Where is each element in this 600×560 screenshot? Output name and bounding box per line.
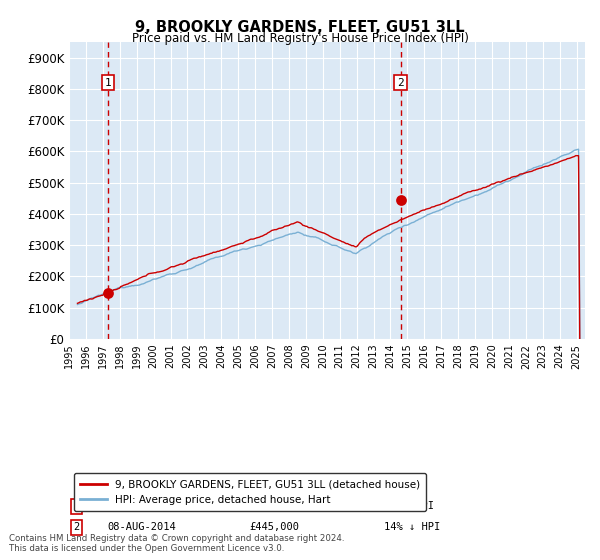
Text: 1: 1: [74, 502, 80, 511]
Text: 15-APR-1997: 15-APR-1997: [108, 502, 176, 511]
Text: 2: 2: [397, 78, 404, 87]
Text: Price paid vs. HM Land Registry's House Price Index (HPI): Price paid vs. HM Land Registry's House …: [131, 32, 469, 45]
Text: £147,500: £147,500: [250, 502, 299, 511]
Text: £445,000: £445,000: [250, 522, 299, 532]
Text: 3% ↓ HPI: 3% ↓ HPI: [384, 502, 434, 511]
Point: [396, 195, 406, 204]
Text: Contains HM Land Registry data © Crown copyright and database right 2024.
This d: Contains HM Land Registry data © Crown c…: [9, 534, 344, 553]
Text: 1: 1: [104, 78, 111, 87]
Text: 9, BROOKLY GARDENS, FLEET, GU51 3LL: 9, BROOKLY GARDENS, FLEET, GU51 3LL: [135, 20, 465, 35]
Point: [103, 288, 113, 297]
Text: 14% ↓ HPI: 14% ↓ HPI: [384, 522, 440, 532]
Text: 2: 2: [74, 522, 80, 532]
Legend: 9, BROOKLY GARDENS, FLEET, GU51 3LL (detached house), HPI: Average price, detach: 9, BROOKLY GARDENS, FLEET, GU51 3LL (det…: [74, 473, 426, 511]
Text: 08-AUG-2014: 08-AUG-2014: [108, 522, 176, 532]
